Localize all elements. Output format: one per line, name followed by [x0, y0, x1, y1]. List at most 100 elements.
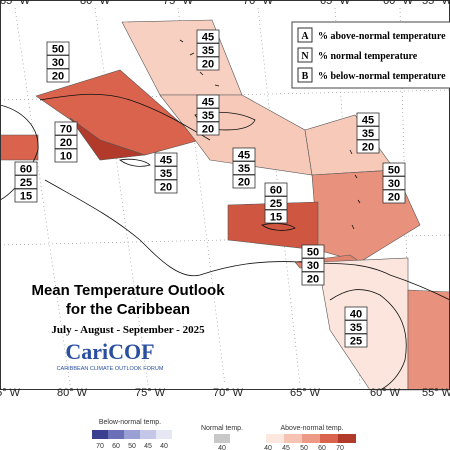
- prob-cell: [356, 139, 380, 154]
- prob-cell: [232, 174, 256, 189]
- above-tick: 50: [300, 445, 308, 450]
- prob-cell: [344, 320, 368, 334]
- prob-cell: [301, 271, 325, 286]
- below-tick: 50: [128, 443, 136, 450]
- key-letter: N: [301, 51, 309, 62]
- top-axis-label: 80° W: [80, 0, 111, 7]
- prob-above: 45: [238, 150, 250, 162]
- top-axis-label: 85° W: [0, 0, 31, 7]
- prob-cell: [264, 196, 288, 210]
- prob-above: 45: [202, 97, 214, 109]
- top-axis-label: 70° W: [243, 0, 274, 7]
- coastlines: [0, 39, 450, 391]
- prob-below: 20: [362, 142, 374, 154]
- prob-normal: 20: [60, 137, 72, 149]
- prob-below: 15: [270, 212, 282, 224]
- key-letter: A: [301, 31, 309, 42]
- prob-above: 60: [20, 164, 32, 176]
- bottom-axis-label: 80° W: [57, 387, 88, 399]
- prob-below: 20: [202, 59, 214, 71]
- top-axis-label: 75° W: [163, 0, 194, 7]
- above-swatch: [320, 434, 338, 443]
- prob-normal: 35: [350, 322, 362, 334]
- coast-islands: [179, 39, 361, 230]
- prob-cell: [356, 126, 380, 140]
- below-swatch: [156, 430, 172, 439]
- key-text: % above-normal temperature: [318, 31, 446, 42]
- prob-cell: [196, 94, 220, 109]
- above-swatch: [266, 434, 284, 443]
- prob-cell: [301, 258, 325, 272]
- prob-cell: [54, 135, 78, 149]
- prob-cell: [196, 43, 220, 57]
- below-tick: 40: [160, 443, 168, 450]
- prob-cell: [154, 152, 178, 167]
- prob-normal: 35: [238, 163, 250, 175]
- prob-cell: [382, 189, 406, 204]
- prob-above: 50: [52, 44, 64, 56]
- above-tick: 70: [336, 445, 344, 450]
- above-swatch: [338, 434, 356, 443]
- below-tick: 60: [112, 443, 120, 450]
- coast-puerto-rico: [261, 223, 296, 231]
- prob-cell: [356, 112, 380, 127]
- prob-cell: [14, 161, 38, 176]
- prob-above: 50: [388, 165, 400, 177]
- prob-cell: [344, 333, 368, 348]
- prob-cell: [301, 244, 325, 259]
- below-tick: 70: [96, 443, 104, 450]
- below-swatch: [92, 430, 108, 439]
- prob-below: 10: [60, 151, 72, 163]
- prob-cell: [14, 188, 38, 203]
- coast-central-south: [44, 179, 450, 301]
- key-letter-box: [297, 27, 313, 43]
- top-axis-label: 65° W: [320, 0, 351, 7]
- prob-cell: [14, 175, 38, 189]
- normal-swatch: [214, 434, 230, 443]
- prob-below: 20: [238, 177, 250, 189]
- prob-cell: [382, 162, 406, 177]
- prob-normal: 30: [52, 57, 64, 69]
- above-tick: 40: [264, 445, 272, 450]
- prob-above: 45: [202, 32, 214, 44]
- key-letter-box: [297, 67, 313, 83]
- prob-above: 45: [362, 115, 374, 127]
- prob-above: 60: [270, 185, 282, 197]
- below-swatch: [140, 430, 156, 439]
- bottom-axis-label: 60° W: [370, 387, 401, 399]
- bottom-axis-label: 85° W: [0, 387, 21, 399]
- above-swatch: [302, 434, 320, 443]
- key-letter: B: [302, 71, 309, 82]
- below-swatch: [124, 430, 140, 439]
- prob-normal: 30: [307, 260, 319, 272]
- prob-cell: [154, 179, 178, 194]
- normal-tick: 40: [218, 445, 226, 450]
- key-box: [291, 21, 450, 89]
- prob-cell: [344, 306, 368, 321]
- below-scale-label: Below-normal temp.: [99, 419, 161, 426]
- bottom-axis-label: 55° W: [422, 387, 450, 399]
- title-line2: for the Caribbean: [66, 301, 190, 318]
- prob-cell: [196, 29, 220, 44]
- prob-below: 15: [20, 191, 32, 203]
- prob-below: 20: [307, 274, 319, 286]
- prob-below: 20: [160, 182, 172, 194]
- logo-tagline: CARIBBEAN CLIMATE OUTLOOK FORUM: [57, 366, 164, 372]
- bottom-axis-label: 65° W: [290, 387, 321, 399]
- prob-cell: [232, 161, 256, 175]
- coast-yucatan: [0, 104, 39, 201]
- prob-cell: [46, 55, 70, 69]
- title-line1: Mean Temperature Outlook: [31, 282, 225, 299]
- prob-cell: [382, 176, 406, 190]
- region-west-cuba: [69, 117, 146, 161]
- top-axis-label: 55° W: [422, 0, 450, 7]
- prob-normal: 25: [270, 198, 282, 210]
- prob-cell: [54, 121, 78, 136]
- prob-cell: [46, 68, 70, 83]
- bottom-axis-label: 75° W: [135, 387, 166, 399]
- bottom-axis-label: 70° W: [213, 387, 244, 399]
- prob-cell: [46, 41, 70, 56]
- prob-cell: [54, 148, 78, 163]
- prob-cell: [264, 209, 288, 224]
